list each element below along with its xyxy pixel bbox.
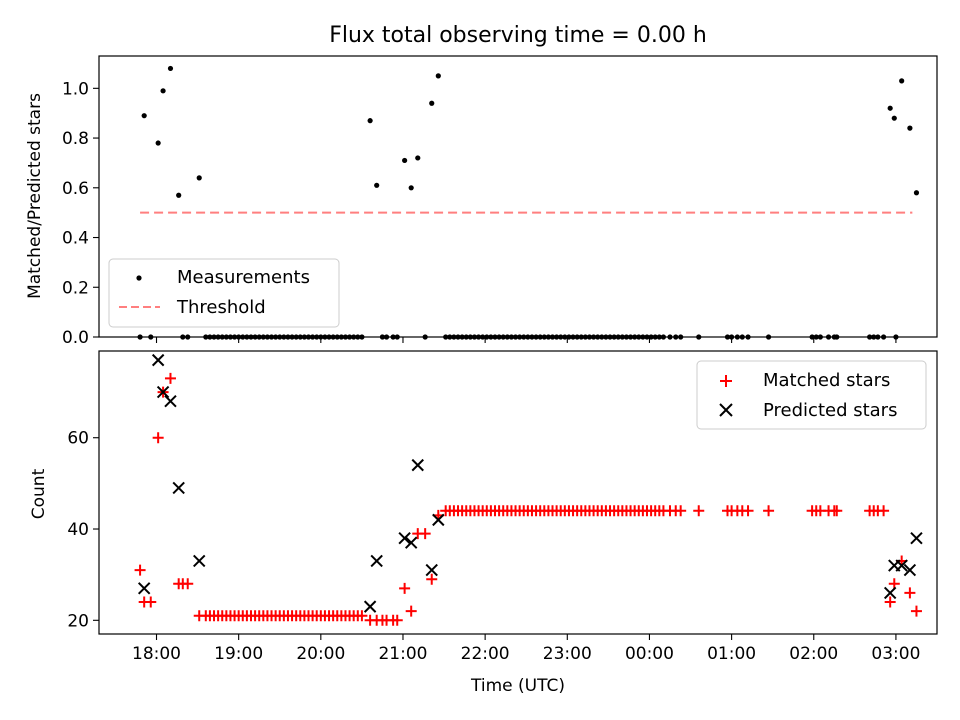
matched-starspoint <box>164 372 176 384</box>
legend-measurements-marker <box>136 275 142 281</box>
measurementspoint <box>907 125 913 131</box>
count-points <box>134 353 923 626</box>
predicted-starspoint <box>432 513 445 527</box>
x-tick-label: 18:00 <box>132 644 181 664</box>
x-tick-label: 21:00 <box>378 644 427 664</box>
measurementspoint <box>141 113 147 119</box>
predicted-starspoint <box>193 554 206 568</box>
y-tick-label: 60 <box>67 429 89 449</box>
measurementspoint <box>913 190 920 196</box>
measurementspoint <box>429 100 435 106</box>
legend-matched-marker <box>720 375 732 387</box>
matched-starspoint <box>910 605 922 617</box>
top-legend-box <box>108 258 340 328</box>
matched-starspoint <box>763 505 775 517</box>
bottom-legend-box <box>696 360 927 430</box>
legend-measurements-label: Measurements <box>177 267 310 288</box>
predicted-starspoint <box>425 563 438 577</box>
legend-matched-label: Matched stars <box>763 370 890 391</box>
top-legend: Measurements Threshold <box>108 258 340 328</box>
predicted-starspoint <box>903 563 917 577</box>
predicted-starspoint <box>363 600 377 613</box>
measurementspoint <box>176 192 182 198</box>
x-tick-label: 01:00 <box>707 644 756 664</box>
legend-threshold-label: Threshold <box>176 297 266 318</box>
predicted-starspoint <box>404 536 418 549</box>
matched-starspoint <box>152 432 164 444</box>
matched-starspoint <box>145 596 157 608</box>
x-tick-label: 00:00 <box>625 644 674 664</box>
predicted-starspoint <box>151 353 165 367</box>
matched-starspoint <box>426 573 438 585</box>
predicted-starspoint <box>164 395 177 408</box>
matched-starspoint <box>182 578 194 590</box>
matched-starspoint <box>134 564 146 576</box>
y-tick-label: 0.2 <box>62 278 89 298</box>
predicted-starspoint <box>411 458 424 472</box>
y-tick-label: 0.6 <box>62 179 89 199</box>
legend-predicted-marker <box>719 403 733 417</box>
matched-starspoint <box>419 528 431 540</box>
top-panel: Flux total observing time = 0.00 h Match… <box>25 23 938 348</box>
measurementspoint <box>435 73 441 79</box>
measurementspoint <box>402 157 408 164</box>
measurementspoint <box>374 182 380 188</box>
measurementspoint <box>167 65 174 72</box>
matched-starspoint <box>904 587 916 599</box>
matched-starspoint <box>878 505 890 517</box>
predicted-starspoint <box>370 554 383 568</box>
top-y-axis-label: Matched/Predicted stars <box>25 93 45 299</box>
predicted-starspoint <box>156 385 170 399</box>
matched-starspoint <box>356 610 368 622</box>
x-tick-label: 02:00 <box>789 644 838 664</box>
x-tick-label: 23:00 <box>543 644 592 664</box>
measurementspoint <box>155 140 161 146</box>
matched-starspoint <box>884 596 896 608</box>
measurementspoint <box>887 105 893 111</box>
predicted-starspoint <box>895 559 908 572</box>
matched-starspoint <box>399 582 411 594</box>
predicted-starspoint <box>910 531 923 545</box>
bottom-y-axis-label: Count <box>29 468 49 519</box>
legend-predicted-label: Predicted stars <box>763 400 897 421</box>
y-tick-label: 0.4 <box>62 229 89 249</box>
predicted-starspoint <box>172 481 185 495</box>
x-tick-label: 19:00 <box>214 644 263 664</box>
predicted-starspoint <box>137 582 151 595</box>
measurementspoint <box>899 78 905 84</box>
matched-starspoint <box>675 505 687 517</box>
x-tick-label: 22:00 <box>461 644 510 664</box>
measurementspoint <box>891 115 897 121</box>
matched-starspoint <box>693 505 705 517</box>
matched-starspoint <box>405 605 417 617</box>
top-axis-ticks: 0.0 0.2 0.4 0.6 0.8 1.0 <box>62 79 897 348</box>
y-tick-label: 20 <box>67 611 89 631</box>
bottom-legend: Matched stars Predicted stars <box>696 360 927 430</box>
matched-starspoint <box>831 505 843 517</box>
measurementspoint <box>196 175 202 181</box>
bottom-axis-ticks: 18:00 19:00 20:00 21:00 22:00 23:00 00:00 01:00… <box>67 429 920 664</box>
x-tick-label: 20:00 <box>296 644 345 664</box>
y-tick-label: 0.0 <box>62 328 89 348</box>
predicted-starspoint <box>398 531 411 545</box>
predicted-starspoint <box>883 586 897 600</box>
measurementspoint <box>367 118 373 124</box>
y-tick-label: 0.8 <box>62 129 89 149</box>
measurementspoint <box>408 185 414 191</box>
measurementspoint <box>160 88 166 94</box>
bottom-axes-frame <box>98 350 938 635</box>
matched-starspoint <box>391 614 403 626</box>
matched-starspoint <box>742 505 754 517</box>
bottom-panel: Count Time (UTC) 18:00 19:00 20:00 21:00 22:… <box>29 350 938 696</box>
chart-title: Flux total observing time = 0.00 h <box>329 23 707 48</box>
bottom-x-axis-label: Time (UTC) <box>470 676 565 696</box>
top-axes-frame <box>98 55 938 338</box>
measurementspoint <box>415 155 421 161</box>
y-tick-label: 1.0 <box>62 79 89 99</box>
y-tick-label: 40 <box>67 520 89 540</box>
x-tick-label: 03:00 <box>871 644 920 664</box>
